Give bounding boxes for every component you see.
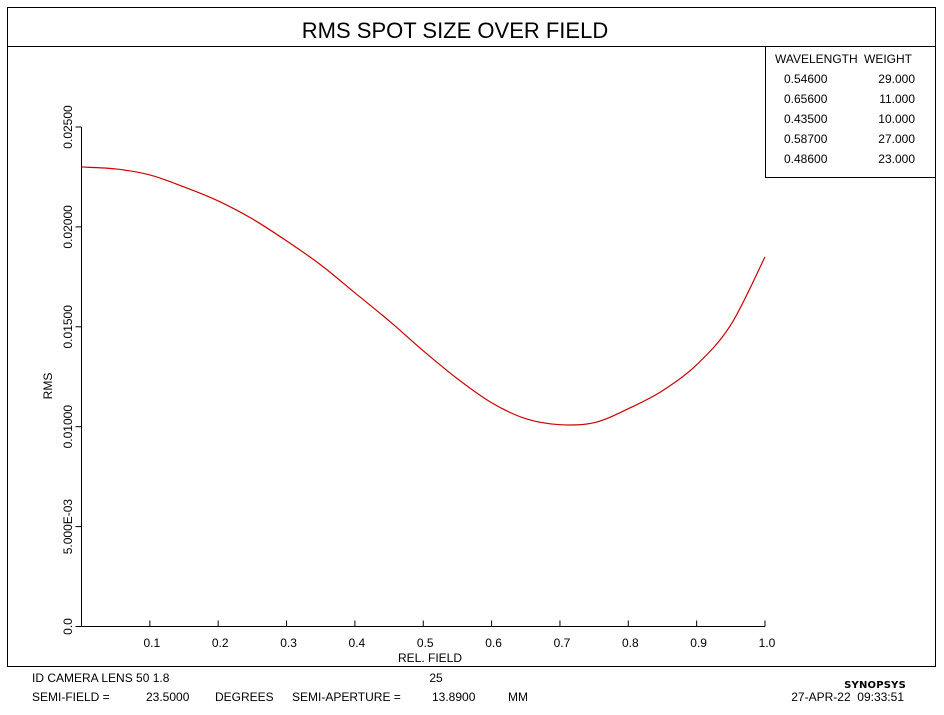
brand-logo: SYNOPSYS [844, 680, 906, 691]
x-tick-label: 0.2 [212, 636, 229, 650]
x-tick-label: 0.4 [349, 636, 366, 650]
x-tick-label: 0.9 [690, 636, 707, 650]
series-line-rms [81, 166, 766, 426]
y-tick-label: 0.01500 [61, 305, 75, 349]
x-axis-label: REL. FIELD [398, 651, 462, 665]
y-tick-label: 0.02000 [61, 205, 75, 249]
semi-aperture-unit: MM [508, 690, 528, 704]
semi-aperture-label: SEMI-APERTURE = [292, 690, 401, 704]
series-layer [81, 166, 766, 426]
legend-weight: 23.000 [878, 152, 915, 166]
y-ticks: 0.0 5.000E-03 0.01000 0.01500 0.02000 0.02500 [61, 105, 82, 635]
semi-field-value: 23.5000 [146, 690, 190, 704]
semi-field-unit: DEGREES [215, 690, 274, 704]
footer: ID CAMERA LENS 50 1.8 25 SEMI-FIELD = 23… [32, 671, 906, 704]
y-tick-label: 5.000E-03 [61, 499, 75, 555]
x-tick-label: 0.6 [485, 636, 502, 650]
chart-title: RMS SPOT SIZE OVER FIELD [302, 18, 608, 43]
semi-field-label: SEMI-FIELD = [32, 690, 110, 704]
legend-header-wavelength: WAVELENGTH [775, 52, 858, 66]
x-tick-label: 0.7 [554, 636, 571, 650]
legend-wavelength: 0.65600 [784, 92, 828, 106]
semi-aperture-value: 13.8900 [432, 690, 476, 704]
legend-weight: 27.000 [878, 132, 915, 146]
axes: 0.0 5.000E-03 0.01000 0.01500 0.02000 0.02500… [61, 105, 776, 650]
y-tick-label: 0.01000 [61, 405, 75, 449]
x-tick-label: 0.3 [280, 636, 297, 650]
legend-wavelength: 0.48600 [784, 152, 828, 166]
x-ticks: 0.1 0.2 0.3 0.4 0.5 0.6 0.7 0.8 0.9 1.0 [144, 620, 776, 650]
x-tick-label: 0.8 [622, 636, 639, 650]
y-axis-label: RMS [41, 373, 55, 400]
y-tick-label: 0.02500 [61, 105, 75, 149]
legend-header-weight: WEIGHT [864, 52, 913, 66]
legend-wavelength: 0.58700 [784, 132, 828, 146]
date-time: 27-APR-22 09:33:51 [791, 690, 904, 704]
outer-border [7, 7, 936, 667]
lens-name: ID CAMERA LENS 50 1.8 [32, 671, 170, 685]
legend-wavelength: 0.54600 [784, 72, 828, 86]
legend-rows: 0.54600 29.000 0.65600 11.000 0.43500 10.000 0… [784, 72, 915, 166]
legend: WAVELENGTH WEIGHT 0.54600 29.000 0.65600 11… [765, 46, 936, 178]
legend-box [765, 46, 936, 178]
y-tick-label: 0.0 [61, 618, 75, 635]
x-tick-label: 1.0 [759, 636, 776, 650]
legend-weight: 10.000 [878, 112, 915, 126]
lens-number: 25 [429, 671, 443, 685]
x-tick-label: 0.5 [417, 636, 434, 650]
x-tick-label: 0.1 [144, 636, 161, 650]
legend-wavelength: 0.43500 [784, 112, 828, 126]
legend-weight: 29.000 [878, 72, 915, 86]
legend-weight: 11.000 [879, 92, 915, 106]
